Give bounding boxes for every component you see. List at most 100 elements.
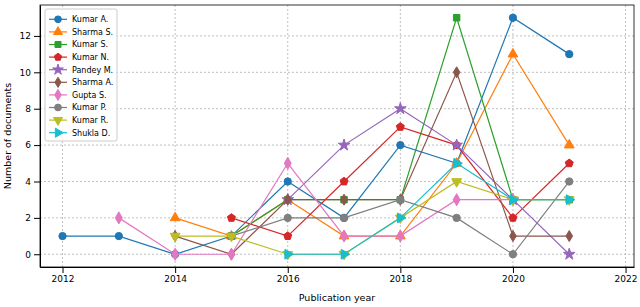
legend-entry: Sharma S. — [49, 27, 113, 37]
legend-entry: Kumar R. — [49, 116, 108, 125]
x-axis: 201220142016201820202022 — [41, 267, 638, 284]
legend-marker — [55, 16, 62, 23]
marker — [284, 157, 291, 169]
tick-label: 2014 — [164, 274, 187, 284]
legend-entry: Kumar N. — [49, 53, 109, 62]
legend-entry: Kumar P. — [49, 103, 107, 112]
marker — [397, 230, 404, 242]
series-line — [119, 163, 513, 254]
marker — [338, 139, 350, 150]
marker — [452, 179, 462, 188]
marker — [453, 214, 460, 221]
marker — [340, 214, 347, 221]
legend-label: Kumar P. — [72, 103, 107, 112]
series-line — [288, 163, 570, 254]
marker — [509, 251, 516, 258]
tick-mark — [175, 267, 176, 273]
grid-line — [625, 5, 626, 267]
legend-entry: Gupta S. — [49, 89, 107, 100]
marker — [228, 248, 235, 260]
x-tick: 2016 — [277, 267, 300, 284]
series-line — [175, 72, 569, 254]
marker — [397, 196, 404, 203]
grid — [40, 5, 634, 267]
y-tick: 10 — [20, 68, 40, 78]
x-tick: 2012 — [52, 267, 75, 284]
grid-line — [512, 5, 513, 267]
series-line — [288, 109, 570, 255]
tick-mark — [34, 254, 40, 255]
tick-mark — [400, 267, 401, 273]
marker — [172, 248, 179, 260]
chart: 201220142016201820202022024681012Kumar A… — [0, 0, 640, 307]
legend-entry: Sharma A. — [49, 77, 113, 87]
marker — [397, 194, 404, 205]
legend: Kumar A.Sharma S.Kumar S.Kumar N.Pandey … — [45, 9, 117, 141]
series-line — [63, 18, 570, 255]
legend-box — [45, 9, 117, 141]
series-line — [231, 181, 569, 254]
tick-mark — [34, 109, 40, 110]
legend-label: Gupta S. — [72, 91, 107, 100]
marker — [397, 196, 403, 202]
legend-marker — [53, 27, 62, 35]
y-tick: 12 — [20, 31, 40, 41]
marker — [227, 214, 235, 222]
legend-label: Pandey M. — [72, 66, 113, 75]
tick-mark — [34, 181, 40, 182]
legend-label: Kumar R. — [72, 116, 108, 125]
grid-line — [40, 72, 634, 73]
y-tick: 4 — [25, 177, 40, 187]
grid-line — [40, 181, 634, 182]
marker — [227, 233, 237, 242]
marker — [566, 231, 573, 242]
grid-line — [40, 108, 634, 109]
legend-label: Kumar A. — [72, 15, 108, 24]
legend-marker — [55, 128, 63, 137]
legend-label: Sharma A. — [72, 78, 113, 87]
plot: 201220142016201820202022024681012Kumar A… — [20, 5, 638, 284]
y-tick: 2 — [25, 213, 40, 223]
y-axis: 0 2 4 6 8 10 12 — [20, 6, 41, 268]
marker — [115, 212, 122, 224]
marker — [510, 195, 519, 205]
marker — [508, 48, 518, 57]
marker — [340, 177, 348, 185]
marker — [509, 14, 516, 21]
legend-entry: Kumar A. — [49, 15, 108, 24]
marker — [284, 178, 291, 185]
tick-mark — [34, 145, 40, 146]
series-line — [175, 181, 569, 254]
marker — [566, 195, 575, 205]
marker — [510, 231, 517, 242]
tick-mark — [63, 267, 64, 273]
marker — [341, 230, 348, 242]
marker — [340, 214, 347, 221]
y-tick: 8 — [25, 104, 40, 114]
legend-label: Sharma S. — [72, 28, 113, 37]
marker — [454, 158, 463, 168]
series-group — [59, 14, 575, 260]
legend-marker — [55, 104, 62, 111]
tick-label: 2012 — [52, 274, 75, 284]
marker — [341, 249, 350, 259]
grid-line — [287, 5, 288, 267]
marker — [284, 214, 291, 221]
y-axis-title: Number of documents — [2, 83, 13, 189]
tick-label: 2 — [25, 213, 31, 223]
tick-label: 6 — [25, 140, 31, 150]
tick-mark — [34, 72, 40, 73]
y-tick: 6 — [25, 140, 40, 150]
legend-marker — [55, 89, 61, 100]
marker — [396, 123, 404, 131]
tick-label: 0 — [25, 250, 31, 260]
tick-mark — [288, 267, 289, 273]
legend-marker — [55, 77, 61, 87]
tick-label: 4 — [25, 177, 31, 187]
marker — [564, 139, 574, 148]
marker — [395, 103, 407, 114]
legend-marker — [55, 42, 61, 48]
marker — [451, 139, 463, 150]
marker — [341, 194, 348, 205]
marker — [285, 249, 294, 259]
